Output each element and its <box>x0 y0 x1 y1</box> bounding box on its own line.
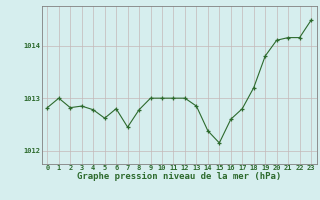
X-axis label: Graphe pression niveau de la mer (hPa): Graphe pression niveau de la mer (hPa) <box>77 172 281 181</box>
